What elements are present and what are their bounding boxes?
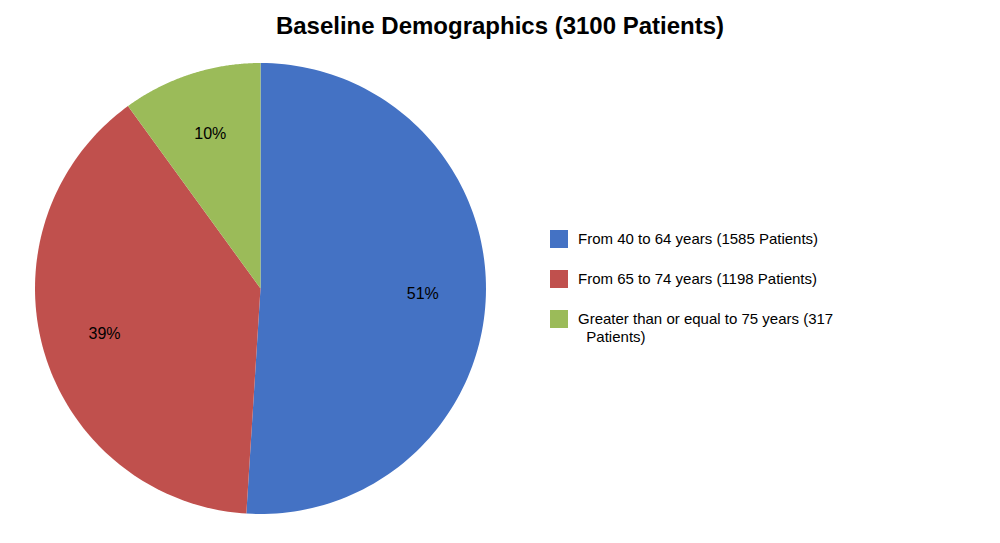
svg-text:39%: 39% <box>89 325 121 342</box>
html-text:From 65 to 74 years (1198 Pati: From 65 to 74 years (1198 Patients) <box>578 270 817 287</box>
svg-text:51%: 51% <box>407 285 439 302</box>
svg-text:10%: 10% <box>194 125 226 142</box>
html-text:Baseline Demographics (3100 Pa: Baseline Demographics (3100 Patients) <box>275 12 725 39</box>
html-text:From 40 to 64 years (1585 Pati: From 40 to 64 years (1585 Patients) <box>578 230 819 247</box>
html-text:Greater than or equal to 75 ye: Greater than or equal to 75 years (317 P… <box>578 310 834 345</box>
